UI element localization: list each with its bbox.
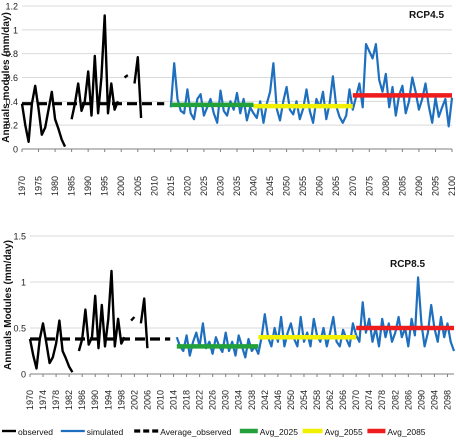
x-tick-label: 2030 [215, 176, 225, 196]
x-tick-label: 1986 [77, 390, 87, 410]
x-tick-label: 2014 [169, 390, 179, 410]
x-tick-label: 1970 [25, 390, 35, 410]
y-tick-label: 0.8 [5, 49, 18, 59]
x-tick-label: 2058 [312, 390, 322, 410]
x-tick-label: 2035 [232, 176, 242, 196]
series-line-observed [20, 84, 67, 148]
y-tick-label: 1.2 [5, 2, 18, 12]
x-tick-label: 2010 [155, 390, 165, 410]
x-tick-label: 2050 [286, 390, 296, 410]
x-tick-label: 2015 [166, 176, 176, 196]
x-tick-label: 2030 [221, 390, 231, 410]
legend-label: observed [18, 427, 53, 437]
series-line-observed [130, 316, 136, 322]
x-tick-label: 2062 [325, 390, 335, 410]
x-tick-label: 2055 [298, 176, 308, 196]
series-line-observed [77, 269, 126, 352]
x-tick-label: 1994 [103, 390, 113, 410]
x-tick-label: 1995 [100, 176, 110, 196]
series-line-observed [123, 74, 129, 79]
y-tick-label: 1.5 [13, 232, 26, 242]
x-tick-label: 1975 [34, 176, 44, 196]
x-tick-label: 2000 [116, 176, 126, 196]
y-tick-label: 0.2 [5, 121, 18, 131]
x-tick-label: 2066 [338, 390, 348, 410]
legend-label: Avg_2025 [260, 427, 298, 437]
series-line-simulated [169, 42, 454, 128]
legend-label: Avg_2055 [325, 427, 363, 437]
y-tick-label: 0.4 [5, 97, 18, 107]
x-tick-label: 2090 [414, 176, 424, 196]
x-tick-label: 1980 [50, 176, 60, 196]
legend-label: Average_observed [160, 427, 231, 437]
x-tick-label: 2074 [364, 390, 374, 410]
y-tick-label: 0.5 [13, 324, 26, 334]
x-tick-label: 2090 [416, 390, 426, 410]
x-tick-label: 2025 [199, 176, 209, 196]
scenario-label: RCP8.5 [390, 259, 425, 270]
x-tick-label: 2070 [348, 176, 358, 196]
x-tick-label: 1982 [64, 390, 74, 410]
x-tick-label: 1978 [51, 390, 61, 410]
chart-panel-1: 0 0.2 0.4 0.6 0.8 1 1.2 1970 1975 1980 1985 1990 199… [1, 2, 456, 197]
x-tick-label: 2038 [247, 390, 257, 410]
x-tick-label: 2082 [390, 390, 400, 410]
x-tick-label: 1998 [116, 390, 126, 410]
x-tick-label: 2006 [142, 390, 152, 410]
x-tick-label: 1985 [67, 176, 77, 196]
x-tick-label: 2054 [299, 390, 309, 410]
series-line-observed [70, 14, 120, 120]
x-tick-label: 1974 [38, 390, 48, 410]
legend-label: simulated [87, 427, 124, 437]
x-tick-label: 2026 [208, 390, 218, 410]
scenario-label: RCP4.5 [409, 10, 444, 21]
y-tick-label: 1 [13, 25, 18, 35]
series-line-observed [28, 319, 74, 373]
x-tick-label: 2094 [429, 390, 439, 410]
y-tick-label: 0 [13, 145, 18, 155]
y-axis-label: Annuals modules (mm/day) [1, 12, 12, 143]
x-tick-label: 2040 [249, 176, 259, 196]
x-tick-label: 1990 [83, 176, 93, 196]
series-line-observed [133, 56, 143, 119]
series-line-observed [139, 297, 149, 349]
series-line-simulated [175, 276, 456, 359]
x-tick-label: 2065 [331, 176, 341, 196]
x-tick-label: 2060 [315, 176, 325, 196]
x-tick-label: 1990 [90, 390, 100, 410]
x-tick-label: 2020 [182, 176, 192, 196]
x-tick-label: 2018 [182, 390, 192, 410]
x-tick-label: 2034 [234, 390, 244, 410]
chart-panel-2: 0 0.5 1 1.5 1970 1974 1978 1982 1986 1990 1994 1998… [3, 232, 456, 410]
x-tick-label: 2022 [195, 390, 205, 410]
x-tick-label: 2098 [442, 390, 452, 410]
x-tick-label: 2080 [381, 176, 391, 196]
x-tick-label: 2078 [377, 390, 387, 410]
x-tick-label: 2075 [364, 176, 374, 196]
legend-label: Avg_2085 [387, 427, 425, 437]
x-tick-label: 2005 [133, 176, 143, 196]
x-tick-label: 2100 [447, 176, 456, 196]
x-tick-label: 2095 [430, 176, 440, 196]
x-tick-label: 2042 [260, 390, 270, 410]
x-tick-label: 2046 [273, 390, 283, 410]
chart-legend: observed simulated Average_observed Avg_202… [2, 427, 426, 437]
x-tick-label: 2010 [149, 176, 159, 196]
y-tick-label: 0.6 [5, 73, 18, 83]
x-tick-label: 2002 [129, 390, 139, 410]
y-tick-label: 1 [21, 278, 26, 288]
x-tick-label: 1970 [17, 176, 27, 196]
x-tick-label: 2086 [403, 390, 413, 410]
y-axis-label: Annuals Modules (mm/day) [3, 240, 14, 370]
x-tick-label: 2085 [397, 176, 407, 196]
x-tick-label: 2050 [282, 176, 292, 196]
y-tick-label: 0 [21, 370, 26, 380]
x-tick-label: 2070 [351, 390, 361, 410]
x-tick-label: 2045 [265, 176, 275, 196]
